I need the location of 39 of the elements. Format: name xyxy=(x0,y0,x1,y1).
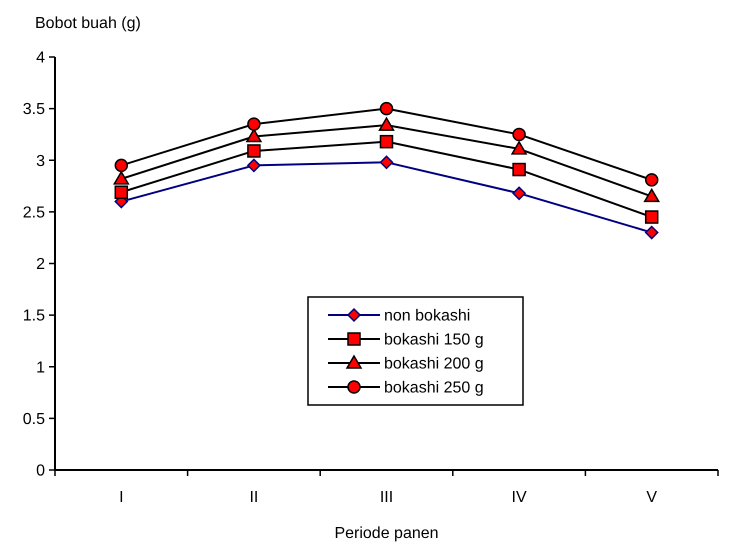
legend-label: bokashi 250 g xyxy=(384,380,484,397)
x-tick-label: II xyxy=(249,489,258,506)
legend-label: bokashi 150 g xyxy=(384,332,484,349)
point xyxy=(644,210,658,224)
y-tick-label: 1 xyxy=(36,359,46,376)
point xyxy=(512,186,526,200)
y-tick-label: 3 xyxy=(36,152,46,170)
y-tick-label: 2.5 xyxy=(22,204,46,222)
legend-label: bokashi 200 g xyxy=(384,356,484,373)
x-tick-label: IV xyxy=(512,489,527,506)
point xyxy=(644,173,658,187)
point xyxy=(247,158,261,172)
x-tick-label: I xyxy=(119,489,124,506)
x-tick-label: V xyxy=(646,489,658,506)
point xyxy=(114,171,130,185)
point xyxy=(512,162,526,176)
point xyxy=(380,102,394,116)
x-tick-label: III xyxy=(380,489,394,506)
y-tick-label: 3.5 xyxy=(22,101,46,118)
point xyxy=(380,156,394,170)
point xyxy=(114,158,128,172)
y-tick-label: 2 xyxy=(36,256,46,274)
y-tick-label: 0.5 xyxy=(22,410,46,428)
y-tick-label: 4 xyxy=(36,50,46,67)
legend-label: non bokashi xyxy=(384,308,470,325)
point xyxy=(512,128,526,142)
point xyxy=(378,117,394,131)
point xyxy=(380,134,394,148)
y-tick-label: 0 xyxy=(36,462,46,480)
point xyxy=(511,141,527,155)
y-tick-label: 1.5 xyxy=(22,308,46,325)
point xyxy=(644,226,658,240)
point xyxy=(246,128,262,142)
point xyxy=(247,117,261,131)
x-axis-title: Periode panen xyxy=(334,525,439,542)
y-axis-title: Bobot buah (g) xyxy=(35,15,141,32)
point xyxy=(247,144,261,158)
point xyxy=(114,186,128,200)
point xyxy=(644,188,660,202)
